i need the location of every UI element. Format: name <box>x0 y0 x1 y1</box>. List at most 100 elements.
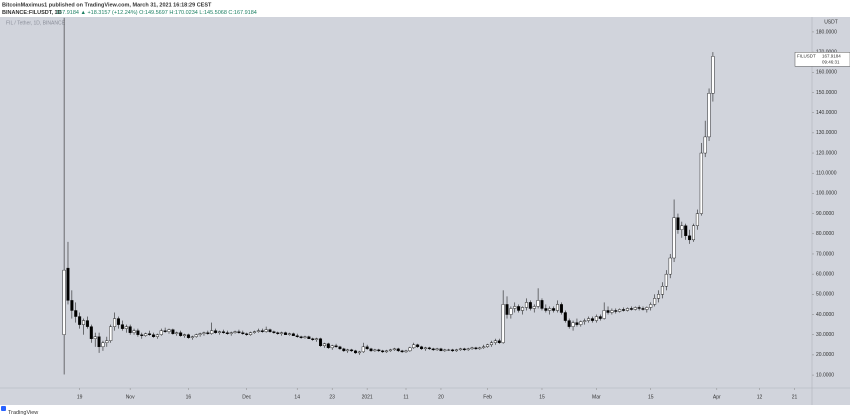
candle-body <box>501 304 505 343</box>
x-tick-label: 15 <box>539 394 545 400</box>
candle-body <box>93 336 97 339</box>
x-tick-label: Dec <box>242 394 251 400</box>
candle-body <box>373 349 377 352</box>
candle-body <box>233 331 237 333</box>
candle-body <box>563 312 567 321</box>
y-tick-label: 100.0000 <box>816 191 837 197</box>
candle-body <box>614 310 618 312</box>
y-tick-label: 60.0000 <box>816 271 834 277</box>
y-tick-label: 70.0000 <box>816 251 834 257</box>
candle-body <box>443 349 447 352</box>
y-tick-label: 20.0000 <box>816 352 834 358</box>
candle-body <box>517 306 521 311</box>
candle-body <box>264 329 268 332</box>
last-price-symbol: FILUSDT <box>797 54 816 59</box>
candle-body <box>132 330 136 333</box>
candle-body <box>319 338 323 347</box>
y-tick-label: 10.0000 <box>816 372 834 378</box>
candle-body <box>377 349 381 352</box>
candle-body <box>610 310 614 313</box>
candle-body <box>171 329 175 334</box>
last-price-box <box>794 52 850 67</box>
candle-body <box>179 332 183 336</box>
candle-body <box>361 346 365 353</box>
candle-body <box>587 318 591 321</box>
candle-body <box>567 320 571 327</box>
candle-body <box>210 330 214 334</box>
candle-body <box>221 331 225 333</box>
candle-body <box>629 308 633 310</box>
candle-body <box>544 308 548 311</box>
candle-body <box>396 348 400 352</box>
candle-body <box>338 346 342 350</box>
candle-body <box>660 286 664 295</box>
candle-body <box>672 217 676 259</box>
y-tick-label: 80.0000 <box>816 231 834 237</box>
candle-body <box>334 345 338 348</box>
candle-body <box>229 332 233 334</box>
candle-body <box>420 346 424 350</box>
candle-body <box>455 349 459 352</box>
candle-body <box>641 308 645 310</box>
candle-body <box>435 348 439 351</box>
candle-body <box>353 350 357 354</box>
x-tick-label: 23 <box>329 394 335 400</box>
candle-body <box>458 348 462 351</box>
candle-body <box>556 304 560 311</box>
candle-body <box>528 302 532 309</box>
candle-body <box>62 269 66 335</box>
candle-body <box>427 347 431 350</box>
candle-body <box>136 330 140 335</box>
candle-body <box>128 326 132 333</box>
x-tick-label: 21 <box>792 394 798 400</box>
candle-body <box>439 348 443 352</box>
candle-body <box>186 334 190 338</box>
countdown: 09:46:31 <box>822 60 840 65</box>
y-tick-label: 150.0000 <box>816 90 837 96</box>
candle-body <box>447 349 451 351</box>
price-axis-background <box>812 17 850 388</box>
candle-body <box>431 348 435 351</box>
candle-body <box>163 330 167 332</box>
candle-body <box>521 307 525 311</box>
y-tick-label: 120.0000 <box>816 150 837 156</box>
candle-body <box>330 345 334 349</box>
candle-body <box>462 348 466 351</box>
candle-body <box>66 267 70 301</box>
candle-body <box>466 348 470 351</box>
candle-body <box>350 349 354 352</box>
candle-body <box>478 347 482 350</box>
symbol: BINANCE:FILUSDT, 1D <box>2 10 62 16</box>
candle-body <box>155 334 159 337</box>
candle-body <box>404 350 408 353</box>
candle-body <box>252 331 256 333</box>
y-tick-label: 50.0000 <box>816 292 834 298</box>
candle-body <box>183 334 187 336</box>
candle-body <box>190 336 194 338</box>
candle-body <box>202 332 206 334</box>
candle-body <box>109 326 113 341</box>
candle-body <box>408 347 412 352</box>
candle-body <box>707 93 711 138</box>
candle-body <box>315 338 319 340</box>
candle-body <box>598 316 602 319</box>
candle-body <box>194 334 198 337</box>
candle-body <box>85 320 89 327</box>
candle-body <box>680 225 684 230</box>
candle-body <box>97 336 101 348</box>
y-tick-label: 180.0000 <box>816 29 837 35</box>
candle-body <box>657 294 661 299</box>
candle-body <box>602 310 606 319</box>
candle-body <box>256 330 260 332</box>
candle-body <box>486 344 490 348</box>
candle-body <box>303 336 307 338</box>
candle-body <box>105 340 109 343</box>
candle-body <box>699 152 703 214</box>
candle-body <box>89 326 93 339</box>
y-tick-label: 110.0000 <box>816 171 837 177</box>
y-tick-label: 90.0000 <box>816 211 834 217</box>
candle-body <box>594 316 598 321</box>
brand: TradingView <box>8 410 38 416</box>
candle-body <box>206 332 210 334</box>
